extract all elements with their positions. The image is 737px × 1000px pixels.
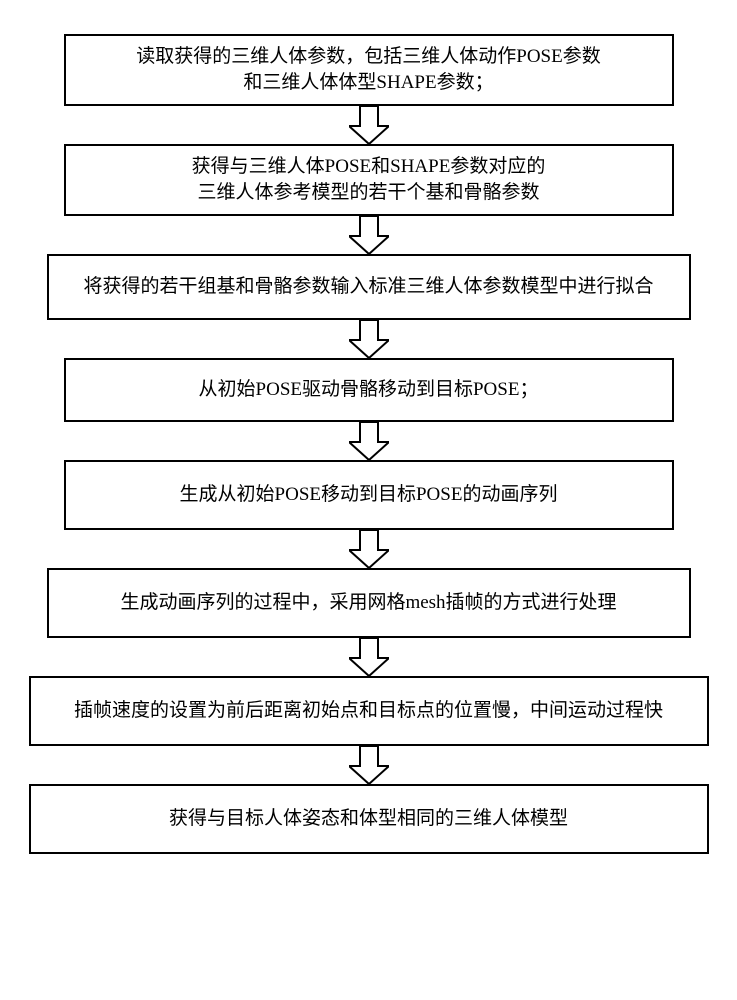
flow-arrow-6 <box>0 638 737 676</box>
flow-step-8: 获得与目标人体姿态和体型相同的三维人体模型 <box>29 784 709 854</box>
flow-step-8-text: 获得与目标人体姿态和体型相同的三维人体模型 <box>169 806 568 832</box>
flow-arrow-7 <box>0 746 737 784</box>
flow-arrow-5 <box>0 530 737 568</box>
flow-step-3: 将获得的若干组基和骨骼参数输入标准三维人体参数模型中进行拟合 <box>47 254 691 320</box>
flow-step-7-text: 插帧速度的设置为前后距离初始点和目标点的位置慢，中间运动过程快 <box>74 698 663 724</box>
flow-step-6-text: 生成动画序列的过程中，采用网格mesh插帧的方式进行处理 <box>120 590 616 616</box>
flow-step-2-text: 获得与三维人体POSE和SHAPE参数对应的三维人体参考模型的若干个基和骨骼参数 <box>192 154 546 205</box>
flow-step-3-text: 将获得的若干组基和骨骼参数输入标准三维人体参数模型中进行拟合 <box>83 274 653 300</box>
flow-arrow-2 <box>0 216 737 254</box>
flow-step-2: 获得与三维人体POSE和SHAPE参数对应的三维人体参考模型的若干个基和骨骼参数 <box>64 144 674 216</box>
flow-step-7: 插帧速度的设置为前后距离初始点和目标点的位置慢，中间运动过程快 <box>29 676 709 746</box>
flow-arrow-4 <box>0 422 737 460</box>
flowchart-canvas: 读取获得的三维人体参数，包括三维人体动作POSE参数和三维人体体型SHAPE参数… <box>0 0 737 1000</box>
flow-arrow-3 <box>0 320 737 358</box>
flow-step-5-text: 生成从初始POSE移动到目标POSE的动画序列 <box>180 482 558 508</box>
flow-step-4-text: 从初始POSE驱动骨骼移动到目标POSE； <box>199 377 539 403</box>
flow-step-4: 从初始POSE驱动骨骼移动到目标POSE； <box>64 358 674 422</box>
flow-step-6: 生成动画序列的过程中，采用网格mesh插帧的方式进行处理 <box>47 568 691 638</box>
flow-step-1-text: 读取获得的三维人体参数，包括三维人体动作POSE参数和三维人体体型SHAPE参数… <box>136 44 600 95</box>
flow-step-1: 读取获得的三维人体参数，包括三维人体动作POSE参数和三维人体体型SHAPE参数… <box>64 34 674 106</box>
flow-step-5: 生成从初始POSE移动到目标POSE的动画序列 <box>64 460 674 530</box>
flow-arrow-1 <box>0 106 737 144</box>
